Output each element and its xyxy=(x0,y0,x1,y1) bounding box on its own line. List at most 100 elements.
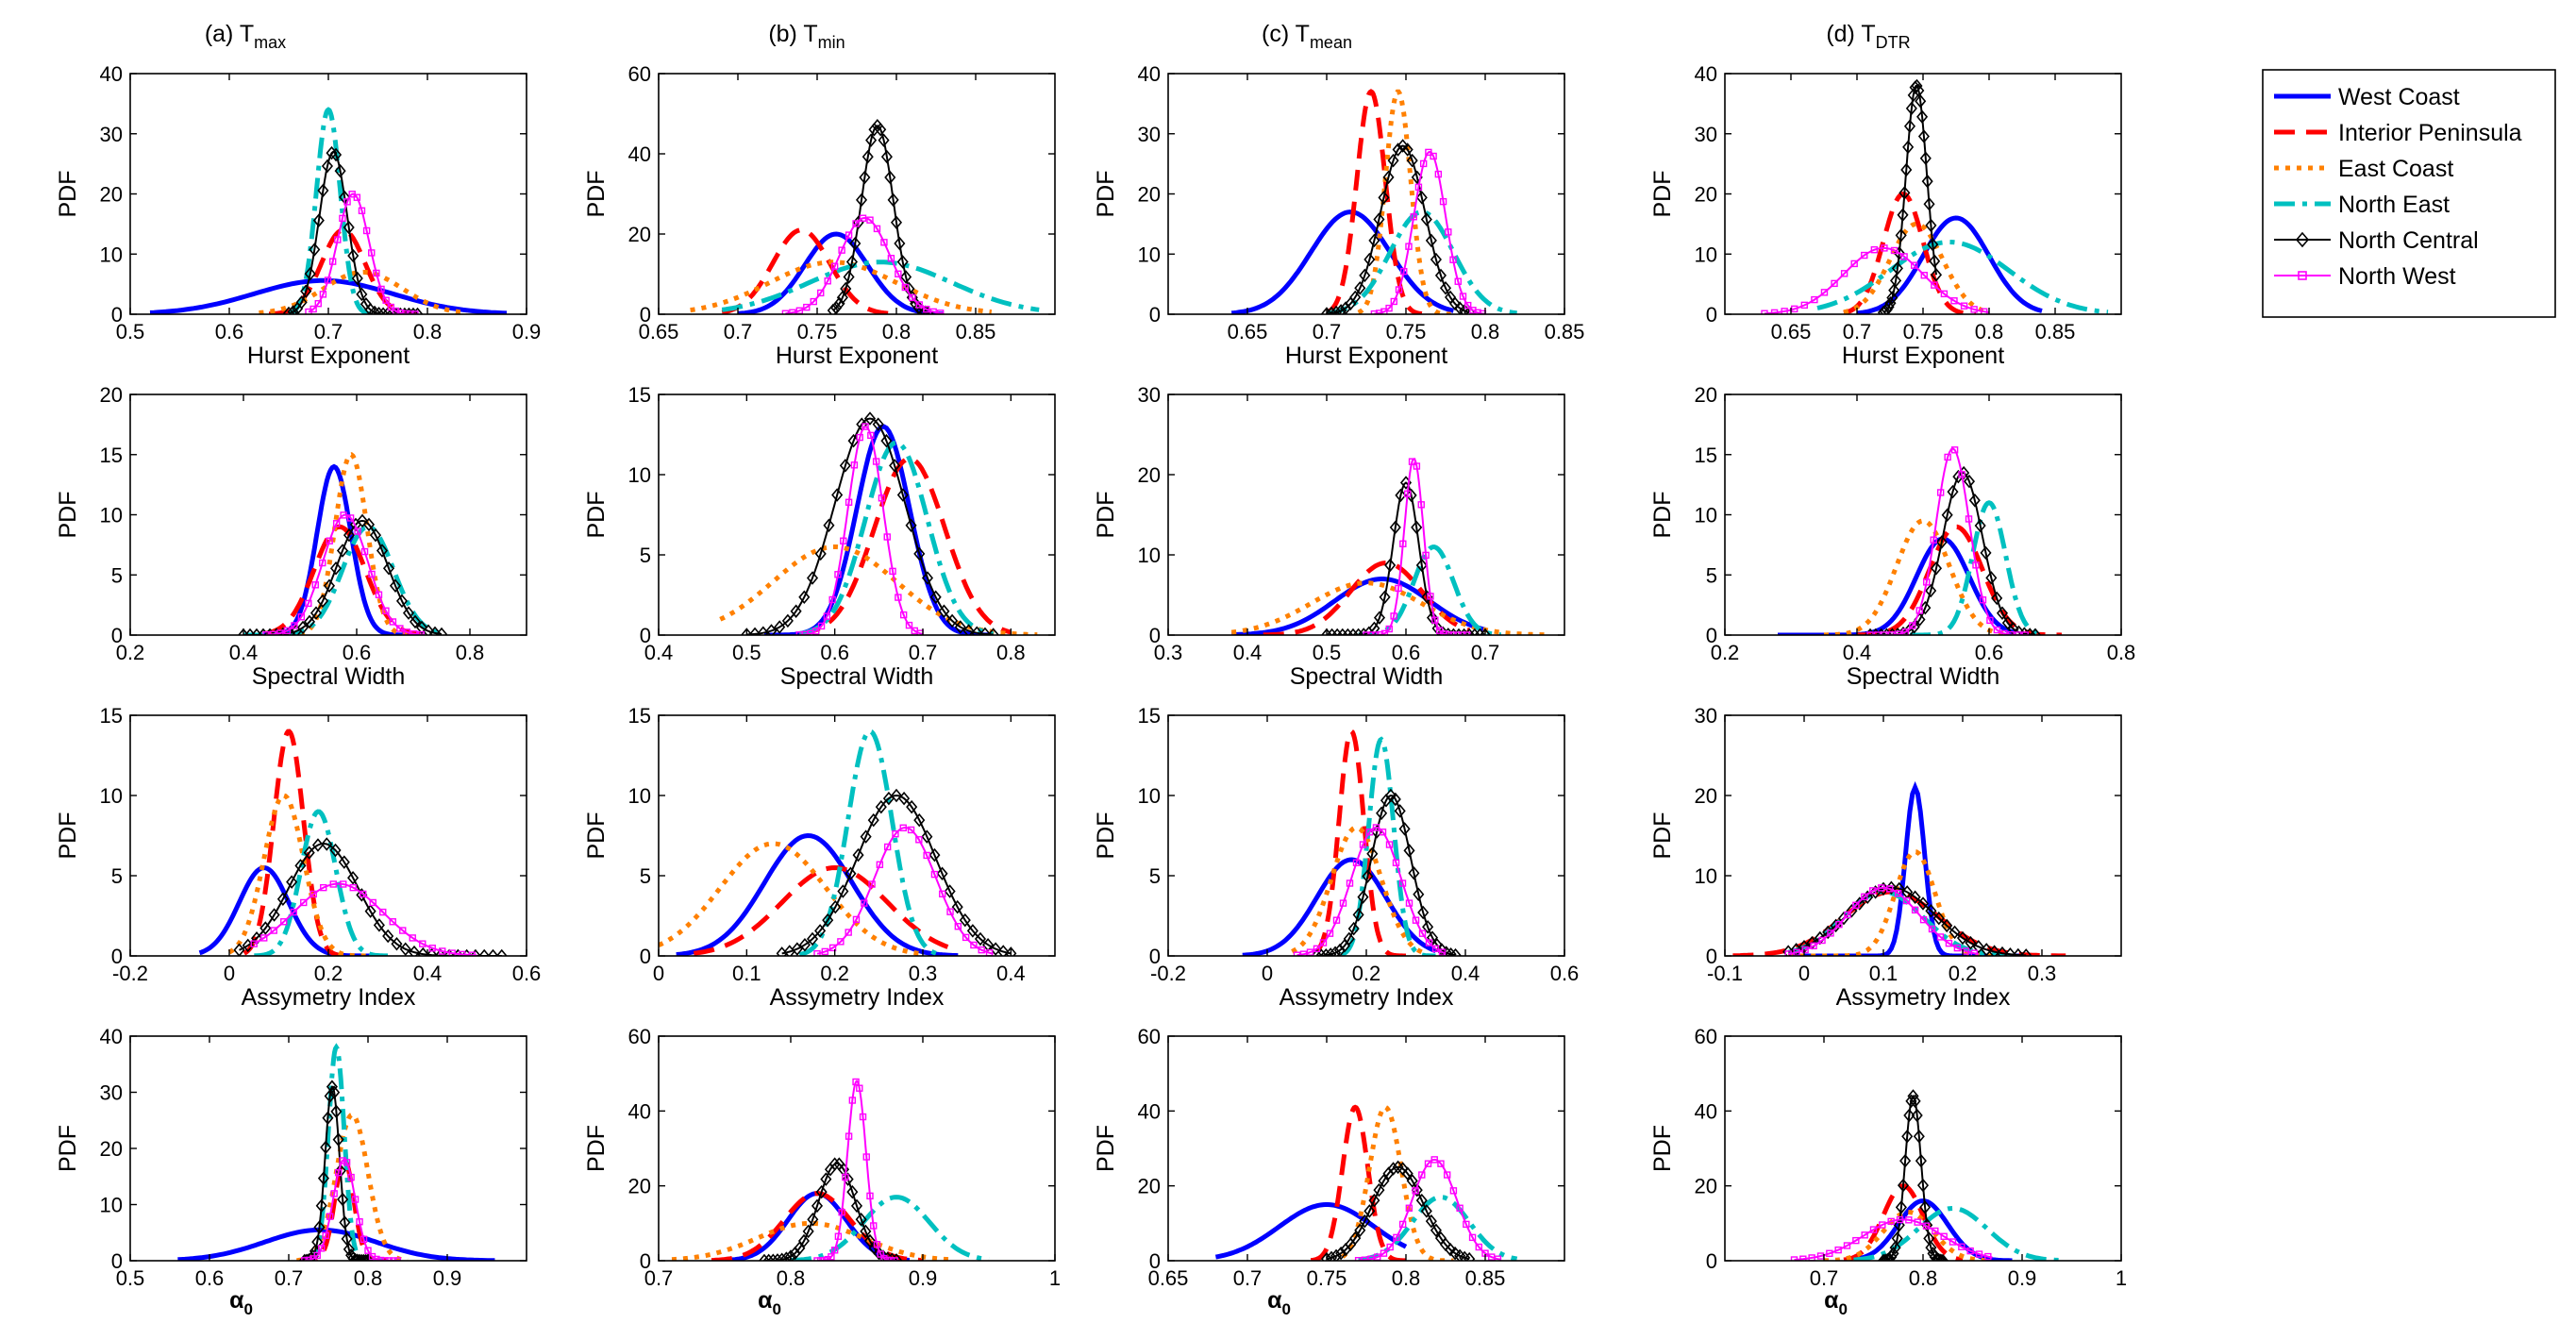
series-marker xyxy=(407,307,419,314)
series-marker xyxy=(1443,1171,1451,1179)
series-marker xyxy=(837,884,849,898)
series-marker xyxy=(1367,1255,1375,1261)
series-marker xyxy=(938,604,950,618)
x-tick-label: 0.8 xyxy=(456,641,485,664)
y-tick-label: 20 xyxy=(1695,784,1717,808)
series-marker xyxy=(1389,520,1401,535)
series-marker xyxy=(1430,252,1442,267)
series-marker xyxy=(848,1097,857,1104)
x-tick-label: 0.65 xyxy=(1771,320,1812,343)
series-marker xyxy=(1488,1253,1496,1261)
series-marker xyxy=(828,1253,835,1261)
series-marker xyxy=(852,220,860,227)
series-line xyxy=(254,809,388,956)
series-marker xyxy=(822,913,834,928)
series-marker xyxy=(834,571,842,578)
series-line xyxy=(798,440,995,635)
series-marker xyxy=(880,1254,888,1261)
panel-b1: 0.65 0.7 0.75 0.8 0.85 0 20 40 60 PDF Hurst Expone… xyxy=(583,62,1056,369)
series-line xyxy=(1214,1202,1408,1260)
series-marker xyxy=(311,581,319,589)
series-marker xyxy=(1974,518,1986,533)
series-marker xyxy=(1811,295,1818,304)
series-marker xyxy=(1406,153,1418,168)
series-marker xyxy=(1925,903,1937,918)
x-tick-label: 0.6 xyxy=(1550,962,1580,985)
series-marker xyxy=(1869,887,1877,895)
series-marker xyxy=(873,1241,881,1248)
series-marker xyxy=(1380,629,1389,635)
series-marker xyxy=(843,270,855,284)
x-tick-label: 0.8 xyxy=(1392,1266,1421,1290)
column-title: (b) Tmin xyxy=(768,21,845,52)
series-marker xyxy=(294,859,307,873)
series-marker xyxy=(1935,535,1948,549)
y-axis-label: PDF xyxy=(1649,812,1676,860)
series-marker xyxy=(852,847,864,862)
series-line xyxy=(255,463,413,635)
series-marker xyxy=(1352,859,1361,866)
series-line xyxy=(288,107,378,314)
series-marker xyxy=(1790,1256,1798,1261)
series-marker xyxy=(1411,520,1423,535)
series-marker xyxy=(314,299,322,308)
series-marker xyxy=(319,559,326,567)
series-marker xyxy=(899,611,908,619)
series-marker xyxy=(1963,474,1976,489)
series-marker xyxy=(1349,1231,1362,1246)
series-marker xyxy=(1931,1251,1943,1261)
series-marker xyxy=(872,458,880,465)
y-tick-label: 30 xyxy=(1695,704,1717,728)
series-marker xyxy=(1897,208,1909,223)
series-marker xyxy=(313,1220,326,1234)
series-marker xyxy=(1886,885,1894,893)
x-tick-label: 0.9 xyxy=(433,1266,462,1290)
series-marker xyxy=(319,291,327,298)
series-line xyxy=(1341,1104,1454,1261)
y-tick-label: 20 xyxy=(628,223,651,246)
series-marker xyxy=(1392,859,1400,866)
series-marker xyxy=(1414,183,1423,191)
series-marker xyxy=(1970,306,1978,313)
y-tick-label: 60 xyxy=(628,1025,651,1048)
series-marker xyxy=(896,255,909,269)
series-marker xyxy=(824,277,831,285)
series-marker xyxy=(1900,253,1908,260)
series-marker xyxy=(887,255,895,262)
series-marker xyxy=(855,1213,867,1227)
series-line xyxy=(1374,150,1486,314)
panel-c2: 0.3 0.4 0.5 0.6 0.7 0 10 20 30 PDF Spectral Width xyxy=(1093,383,1565,690)
series-line xyxy=(799,456,1012,635)
series-marker xyxy=(811,1198,824,1214)
series-marker xyxy=(1422,551,1430,560)
series-line xyxy=(693,864,959,956)
x-tick-label: 0 xyxy=(1262,962,1273,985)
series-marker xyxy=(1403,490,1412,497)
x-tick-label: 0.8 xyxy=(413,320,443,343)
series-marker xyxy=(1988,945,2000,956)
y-tick-label: 0 xyxy=(1706,945,1717,968)
series-marker xyxy=(1378,191,1390,205)
x-tick-label: 0.6 xyxy=(343,641,372,664)
series-marker xyxy=(495,948,508,956)
series-marker xyxy=(1368,233,1380,248)
y-tick-label: 10 xyxy=(1138,544,1161,567)
series-marker xyxy=(939,890,946,898)
series-marker xyxy=(915,301,923,309)
x-tick-label: 0.2 xyxy=(1352,962,1381,985)
alpha-label: α0 xyxy=(758,1287,781,1318)
x-tick-label: 0.3 xyxy=(2028,962,2057,985)
series-marker xyxy=(830,300,843,314)
series-marker xyxy=(1475,1243,1482,1251)
series-marker xyxy=(915,836,923,844)
series-marker xyxy=(315,1198,327,1214)
series-line xyxy=(690,260,993,314)
series-marker xyxy=(356,888,368,902)
x-tick-label: 0.9 xyxy=(2008,1266,2037,1290)
x-tick-label: 0.8 xyxy=(354,1266,383,1290)
series-marker xyxy=(2029,628,2042,635)
series-marker xyxy=(330,1104,343,1119)
series-marker xyxy=(845,866,857,881)
series-marker xyxy=(373,1255,380,1261)
